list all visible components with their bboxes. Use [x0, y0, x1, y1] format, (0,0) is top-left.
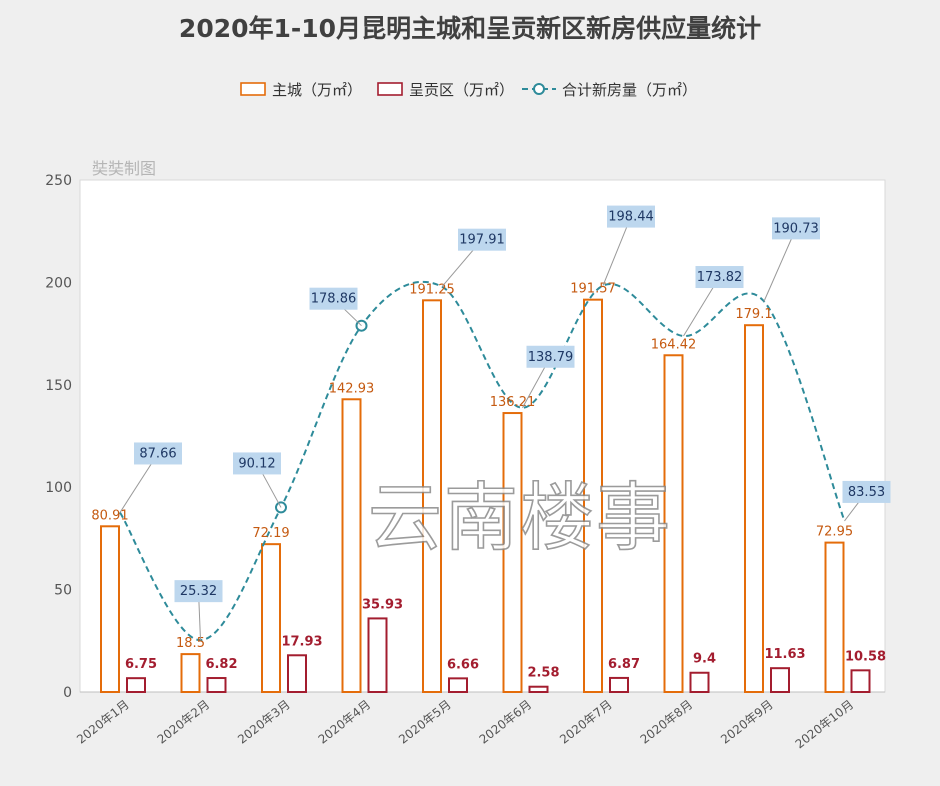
- chenggong-value-label: 9.4: [693, 652, 716, 667]
- total-value-label: 173.82: [697, 270, 743, 285]
- chenggong-bar: [850, 669, 871, 693]
- total-leader-line: [602, 216, 632, 286]
- main-city-bar: [583, 298, 603, 693]
- y-tick-label: 0: [63, 685, 72, 701]
- legend-total-marker: [533, 83, 545, 95]
- main-city-bar: [100, 525, 120, 693]
- main-city-bar: [744, 324, 764, 693]
- total-callout-box: [233, 452, 281, 475]
- chenggong-value-label: 17.93: [281, 634, 322, 649]
- total-value-label: 87.66: [139, 446, 176, 461]
- chenggong-bar: [689, 671, 710, 693]
- total-callout-box: [607, 205, 655, 228]
- total-callout-box: [458, 228, 506, 251]
- bars: [100, 298, 871, 694]
- chenggong-bar: [609, 676, 629, 693]
- total-value-label: 83.53: [848, 485, 885, 500]
- chenggong-value-label: 6.87: [608, 657, 640, 672]
- legend: 主城（万㎡） 呈贡区（万㎡） 合计新房量（万㎡）: [240, 81, 697, 99]
- total-value-label: 138.79: [528, 350, 574, 365]
- watermark-text: 云南楼事: [368, 475, 672, 561]
- total-callout-box: [842, 480, 891, 503]
- credit-annotation: 奘奘制图: [92, 159, 156, 178]
- total-callout-box: [695, 266, 744, 289]
- y-tick-label: 250: [45, 173, 72, 189]
- total-line-layer: [119, 280, 846, 642]
- total-leader-line: [763, 228, 797, 302]
- main-city-bar: [502, 412, 523, 693]
- chenggong-bar: [287, 654, 307, 693]
- legend-main-label: 主城（万㎡）: [272, 81, 362, 99]
- chenggong-bar: [448, 677, 468, 693]
- main-city-value-label: 191.25: [409, 282, 455, 297]
- main-city-value-label: 80.91: [91, 508, 128, 523]
- total-value-label: 178.86: [311, 292, 357, 307]
- main-city-value-label: 164.42: [651, 337, 697, 352]
- plot-area: [79, 179, 886, 693]
- legend-chenggong-label: 呈贡区（万㎡）: [409, 81, 514, 99]
- chenggong-value-label: 10.58: [845, 649, 886, 664]
- chenggong-bar: [126, 677, 146, 694]
- y-tick-label: 50: [54, 583, 72, 599]
- total-callout-box: [772, 217, 820, 240]
- chenggong-value-label: 6.75: [125, 657, 157, 672]
- main-city-bar: [422, 299, 442, 693]
- y-tick-label: 150: [45, 378, 72, 394]
- chenggong-value-label: 6.82: [205, 657, 237, 672]
- total-value-label: 198.44: [608, 210, 654, 225]
- data-labels: 80.9118.572.19142.93191.25136.21191.5716…: [91, 205, 891, 681]
- chenggong-value-label: 2.58: [527, 666, 559, 681]
- main-city-bar: [341, 398, 362, 693]
- total-value-label: 25.32: [180, 584, 217, 599]
- legend-total-label: 合计新房量（万㎡）: [562, 81, 697, 99]
- legend-main-swatch: [240, 82, 266, 96]
- main-city-value-label: 191.57: [570, 282, 616, 297]
- main-city-bar: [180, 653, 201, 693]
- main-city-bar: [261, 543, 281, 694]
- chenggong-value-label: 11.63: [764, 647, 805, 662]
- main-city-value-label: 142.93: [329, 381, 375, 396]
- main-city-bar: [663, 354, 684, 693]
- total-callout-box: [134, 442, 182, 465]
- legend-chenggong-swatch: [377, 82, 403, 96]
- main-city-value-label: 18.5: [176, 636, 205, 651]
- chenggong-bar: [367, 617, 388, 693]
- total-callout-box: [526, 345, 575, 368]
- chenggong-value-label: 6.66: [447, 657, 479, 672]
- y-tick-label: 200: [45, 275, 72, 291]
- main-city-value-label: 72.19: [252, 526, 289, 541]
- chenggong-bar: [206, 677, 227, 694]
- total-callout-box: [174, 580, 223, 603]
- total-value-label: 197.91: [459, 233, 505, 248]
- chart-title: 2020年1-10月昆明主城和呈贡新区新房供应量统计: [179, 14, 761, 43]
- total-callout-box: [309, 287, 358, 310]
- chenggong-bar: [528, 685, 549, 694]
- chenggong-bar: [770, 667, 790, 694]
- y-tick-label: 100: [45, 480, 72, 496]
- main-city-value-label: 72.95: [816, 525, 853, 540]
- total-value-label: 90.12: [238, 456, 275, 471]
- total-value-label: 190.73: [773, 221, 819, 236]
- main-city-value-label: 179.1: [735, 307, 772, 322]
- chenggong-value-label: 35.93: [362, 597, 403, 612]
- main-city-bar: [824, 541, 845, 693]
- total-line-path: [119, 280, 846, 642]
